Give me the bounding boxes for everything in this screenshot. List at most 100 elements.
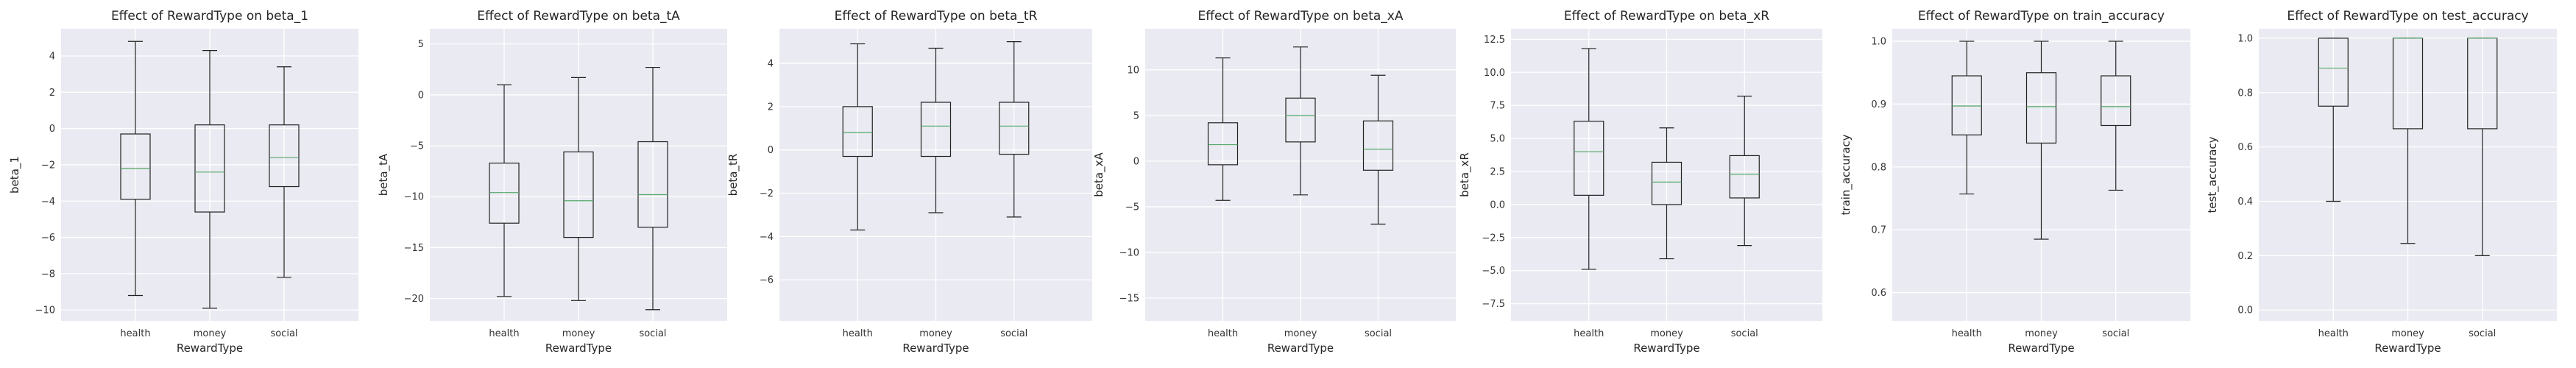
chart-title: Effect of RewardType on test_accuracy xyxy=(2287,9,2528,24)
y-axis-label: beta_1 xyxy=(8,156,22,194)
iqr-box xyxy=(1362,120,1394,171)
y-tick-label: −15 xyxy=(1119,293,1139,304)
x-tick-label: social xyxy=(1000,328,1027,339)
y-tick-label: 0.7 xyxy=(1871,225,1886,236)
y-tick-label: 7.5 xyxy=(1490,101,1505,112)
y-tick-label: −4 xyxy=(41,197,55,208)
y-tick-label: −10 xyxy=(1119,247,1139,258)
y-tick-label: 1.0 xyxy=(1871,37,1886,48)
chart-title: Effect of RewardType on beta_tA xyxy=(477,9,680,24)
box-social xyxy=(1729,96,1760,247)
box-health xyxy=(1207,57,1239,201)
y-tick-label: 1.0 xyxy=(2237,33,2253,44)
x-tick-label: social xyxy=(639,328,666,339)
y-tick-label: 4 xyxy=(768,59,774,70)
y-tick-label: 2 xyxy=(768,102,774,113)
x-axis-label: RewardType xyxy=(902,342,969,355)
y-tick-label: −5 xyxy=(1125,202,1139,213)
chart-title: Effect of RewardType on beta_1 xyxy=(111,9,308,24)
iqr-box xyxy=(1207,122,1239,166)
x-tick-label: health xyxy=(1208,328,1238,339)
x-axis-label: RewardType xyxy=(177,342,243,355)
box-money xyxy=(1651,127,1682,260)
x-tick-label: social xyxy=(1365,328,1392,339)
y-tick-label: −6 xyxy=(760,275,774,286)
x-axis-label: RewardType xyxy=(1633,342,1699,355)
box-health xyxy=(1951,40,1982,195)
y-axis-label: beta_xR xyxy=(1458,152,1472,197)
x-axis-label: RewardType xyxy=(545,342,612,355)
x-tick-label: health xyxy=(2318,328,2349,339)
y-axis-label: beta_tR xyxy=(726,154,740,197)
box-social xyxy=(999,41,1030,218)
y-tick-label: −2 xyxy=(41,160,55,171)
y-tick-label: 0.0 xyxy=(1490,199,1505,210)
box-health xyxy=(1574,48,1604,270)
x-tick-label: money xyxy=(919,328,952,339)
x-tick-label: social xyxy=(1731,328,1758,339)
iqr-box xyxy=(637,141,668,228)
y-tick-label: −7.5 xyxy=(1482,299,1505,310)
y-tick-label: 4 xyxy=(49,51,55,62)
y-tick-label: 10.0 xyxy=(1484,68,1505,79)
y-axis-label: test_accuracy xyxy=(2206,136,2220,213)
y-tick-label: −15 xyxy=(404,243,424,254)
iqr-box xyxy=(2025,72,2057,144)
chart-panel-4: −7.5 −5.0 −2.5 0.0 2.5 5.0 7.5 10.0 12.5 health mo… xyxy=(1458,9,1822,355)
iqr-box xyxy=(489,162,520,224)
x-tick-label: money xyxy=(562,328,595,339)
y-tick-label: −20 xyxy=(404,294,424,305)
chart-panel-0: −10 −8 −6 −4 −2 0 2 4 health money social Effect of… xyxy=(8,9,358,355)
box-health xyxy=(120,40,151,297)
x-axis-label: RewardType xyxy=(1267,342,1334,355)
y-tick-label: 0.9 xyxy=(1871,99,1886,110)
y-tick-label: −5 xyxy=(410,141,424,152)
x-tick-label: money xyxy=(1284,328,1317,339)
iqr-box xyxy=(563,151,594,238)
box-money xyxy=(1285,46,1316,196)
y-axis-label: beta_xA xyxy=(1092,152,1106,197)
chart-panel-2: −6 −4 −2 0 2 4 health money social Effect of Rewa… xyxy=(726,9,1092,355)
iqr-box xyxy=(920,102,952,158)
chart-panel-5: 0.6 0.7 0.8 0.9 1.0 health money social Effect o… xyxy=(1839,9,2190,355)
x-tick-label: social xyxy=(2469,328,2496,339)
y-tick-label: 0.4 xyxy=(2237,197,2253,208)
y-tick-label: 2 xyxy=(49,88,55,99)
y-tick-label: 0 xyxy=(49,124,55,135)
box-money xyxy=(2392,38,2424,244)
x-tick-label: health xyxy=(489,328,519,339)
x-axis-label: RewardType xyxy=(2374,342,2441,355)
box-social xyxy=(637,66,668,311)
y-tick-label: −10 xyxy=(35,305,55,316)
y-tick-label: 0 xyxy=(1133,156,1139,167)
y-tick-label: 5.0 xyxy=(1490,134,1505,145)
chart-panel-3: −15 −10 −5 0 5 10 health money social Effect of R… xyxy=(1092,9,1456,355)
x-tick-label: health xyxy=(843,328,873,339)
box-money xyxy=(563,77,594,301)
iqr-box xyxy=(120,133,151,200)
chart-title: Effect of RewardType on train_accuracy xyxy=(1918,9,2165,24)
x-tick-label: money xyxy=(2391,328,2424,339)
y-tick-label: −10 xyxy=(404,192,424,203)
x-tick-label: social xyxy=(270,328,297,339)
box-money xyxy=(2025,40,2057,240)
chart-title: Effect of RewardType on beta_xR xyxy=(1564,9,1769,24)
y-axis-label: train_accuracy xyxy=(1839,134,1853,215)
iqr-box xyxy=(1951,75,1982,135)
x-tick-label: health xyxy=(1574,328,1604,339)
y-tick-label: 0.2 xyxy=(2237,251,2253,262)
box-social xyxy=(2467,38,2498,256)
y-axis-label: beta_tA xyxy=(377,153,391,196)
iqr-box xyxy=(1651,161,1682,205)
x-tick-label: money xyxy=(1650,328,1683,339)
chart-title: Effect of RewardType on beta_tR xyxy=(835,9,1038,24)
x-tick-label: health xyxy=(1952,328,1982,339)
y-tick-label: −5.0 xyxy=(1482,266,1505,277)
box-social xyxy=(1362,74,1394,225)
iqr-box xyxy=(842,106,873,158)
iqr-box xyxy=(194,124,225,213)
box-health xyxy=(489,84,520,297)
x-tick-label: health xyxy=(120,328,150,339)
y-tick-label: 0 xyxy=(768,145,774,156)
